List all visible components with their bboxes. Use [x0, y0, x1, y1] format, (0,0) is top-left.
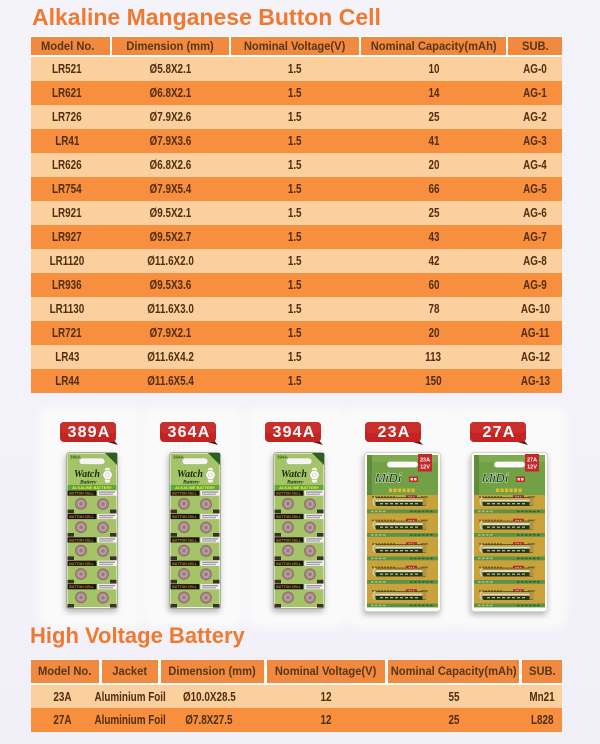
svg-text:MiDi: MiDi — [375, 472, 402, 486]
svg-text:BUTTON CELL: BUTTON CELL — [276, 492, 301, 496]
svg-text:BUTTON CELL: BUTTON CELL — [172, 492, 197, 496]
svg-text:BUTTON CELL: BUTTON CELL — [69, 492, 94, 496]
svg-text:Battery: Battery — [182, 480, 200, 486]
svg-text:Battery: Battery — [286, 480, 304, 486]
svg-text:BUTTON CELL: BUTTON CELL — [276, 515, 301, 519]
svg-text:12V: 12V — [527, 465, 537, 471]
svg-text:Watch: Watch — [177, 469, 203, 480]
svg-text:BUTTON CELL: BUTTON CELL — [172, 585, 197, 589]
svg-text:ALKALINE BATTERY: ALKALINE BATTERY — [175, 485, 215, 490]
svg-text:BUTTON CELL: BUTTON CELL — [69, 538, 94, 542]
svg-text:BUTTON CELL: BUTTON CELL — [172, 515, 197, 519]
svg-text:BUTTON CELL: BUTTON CELL — [69, 515, 94, 519]
svg-text:ALKALINE BATTERY: ALKALINE BATTERY — [279, 485, 319, 490]
svg-text:ALKALINE BATTERY: ALKALINE BATTERY — [72, 485, 112, 490]
svg-text:BUTTON CELL: BUTTON CELL — [276, 538, 301, 542]
svg-text:BUTTON CELL: BUTTON CELL — [276, 585, 301, 589]
svg-text:BUTTON CELL: BUTTON CELL — [69, 585, 94, 589]
svg-text:BUTTON CELL: BUTTON CELL — [172, 538, 197, 542]
svg-text:12V: 12V — [420, 465, 430, 471]
svg-text:Watch: Watch — [281, 469, 307, 480]
svg-text:394A: 394A — [277, 455, 289, 460]
svg-text:364A: 364A — [173, 455, 185, 460]
svg-text:BUTTON CELL: BUTTON CELL — [276, 562, 301, 566]
svg-text:Battery: Battery — [79, 480, 97, 486]
svg-text:MiDi: MiDi — [482, 472, 509, 486]
svg-text:BUTTON CELL: BUTTON CELL — [172, 562, 197, 566]
svg-text:389A: 389A — [70, 455, 82, 460]
svg-text:Watch: Watch — [74, 469, 100, 480]
svg-text:BUTTON CELL: BUTTON CELL — [69, 562, 94, 566]
svg-text:27A: 27A — [527, 458, 537, 464]
svg-text:23A: 23A — [420, 458, 430, 464]
